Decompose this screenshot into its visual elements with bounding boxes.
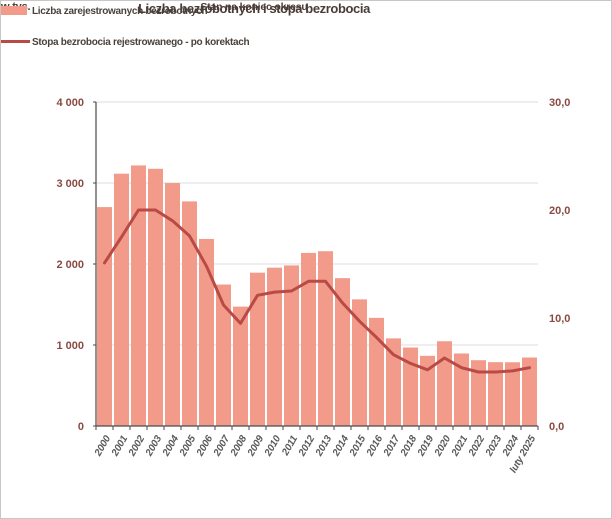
left-axis-label: 1 000 bbox=[56, 340, 84, 352]
right-axis-label: 30,0 bbox=[549, 97, 570, 109]
bar-2022 bbox=[471, 360, 486, 426]
x-axis-label-2014: 2014 bbox=[330, 433, 351, 458]
left-axis-label: 4 000 bbox=[56, 97, 84, 109]
chart-title: Liczba bezrobotnych i stopa bezrobocia bbox=[138, 1, 370, 16]
legend-bar-swatch-icon bbox=[1, 6, 27, 15]
bar-2019 bbox=[420, 355, 435, 426]
bar-2005 bbox=[182, 201, 197, 426]
legend: Liczba zarejestrowanych bezrobotnych Sto… bbox=[1, 1, 250, 63]
x-axis-label-2023: 2023 bbox=[483, 433, 504, 458]
rate-line bbox=[103, 208, 531, 374]
left-axis-label: 2 000 bbox=[56, 259, 84, 271]
chart-subtitle: Stan na koniec okresu bbox=[200, 1, 308, 13]
bar-2017 bbox=[386, 338, 401, 426]
bar-2015 bbox=[352, 299, 367, 426]
bar-2009 bbox=[250, 272, 265, 426]
x-axis-label-2019: 2019 bbox=[415, 433, 436, 458]
x-axis-label-2011: 2011 bbox=[280, 433, 301, 458]
legend-line-label: Stopa bezrobocia rejestrowanego - po kor… bbox=[32, 37, 250, 48]
x-axis-label-2002: 2002 bbox=[126, 433, 147, 458]
bar-2023 bbox=[488, 362, 503, 426]
x-axis-label-2009: 2009 bbox=[245, 433, 266, 458]
right-axis-label: 10,0 bbox=[549, 313, 570, 325]
legend-bar-label: Liczba zarejestrowanych bezrobotnych bbox=[32, 6, 208, 17]
x-axis-label-2006: 2006 bbox=[194, 433, 215, 458]
x-axis-label-2016: 2016 bbox=[364, 433, 385, 458]
bar-2000 bbox=[97, 207, 112, 426]
left-axis-label: 3 000 bbox=[56, 178, 84, 190]
x-axis-label-2013: 2013 bbox=[313, 433, 334, 458]
bar-2006 bbox=[199, 238, 214, 426]
bar-2024 bbox=[505, 362, 520, 426]
bar-2003 bbox=[148, 168, 163, 426]
bar-2016 bbox=[369, 317, 384, 426]
legend-item-line: Stopa bezrobocia rejestrowanego - po kor… bbox=[1, 32, 250, 48]
bar-2002 bbox=[131, 165, 146, 426]
x-axis-label-2015: 2015 bbox=[347, 433, 368, 458]
x-axis-label-2007: 2007 bbox=[211, 433, 232, 458]
bar-2020 bbox=[437, 341, 452, 426]
x-axis-label-2012: 2012 bbox=[296, 433, 317, 458]
bar-2011 bbox=[284, 265, 299, 426]
right-axis-label: 0,0 bbox=[549, 421, 564, 433]
bar-2010 bbox=[267, 267, 282, 426]
x-axis-label-2022: 2022 bbox=[466, 433, 487, 458]
x-axis-label-2000: 2000 bbox=[92, 433, 113, 458]
bar-2001 bbox=[114, 173, 129, 426]
left-axis-label: 0 bbox=[78, 421, 84, 433]
bar-2008 bbox=[233, 306, 248, 426]
x-axis-label-2010: 2010 bbox=[262, 433, 283, 458]
legend-item-bars: Liczba zarejestrowanych bezrobotnych bbox=[1, 1, 249, 17]
bar-2007 bbox=[216, 284, 231, 426]
bar-2018 bbox=[403, 347, 418, 426]
bar-2013 bbox=[318, 251, 333, 426]
x-axis-label-2020: 2020 bbox=[432, 433, 453, 458]
x-axis-label-2003: 2003 bbox=[143, 433, 164, 458]
bar-2014 bbox=[335, 278, 350, 426]
bar-2021 bbox=[454, 353, 469, 426]
x-axis-label-2005: 2005 bbox=[177, 433, 198, 458]
right-axis-label: 20,0 bbox=[549, 205, 570, 217]
bar-2012 bbox=[301, 252, 316, 426]
x-axis-label-2018: 2018 bbox=[398, 433, 419, 458]
x-axis-label-2004: 2004 bbox=[160, 433, 181, 458]
x-axis-label-2008: 2008 bbox=[228, 433, 249, 458]
bar-luty 2025 bbox=[522, 357, 537, 426]
x-axis-label-2017: 2017 bbox=[381, 433, 402, 458]
x-axis-label-2001: 2001 bbox=[109, 433, 130, 458]
bar-2004 bbox=[165, 183, 180, 426]
legend-line-swatch-icon bbox=[1, 40, 30, 43]
x-axis-label-2021: 2021 bbox=[449, 433, 470, 458]
